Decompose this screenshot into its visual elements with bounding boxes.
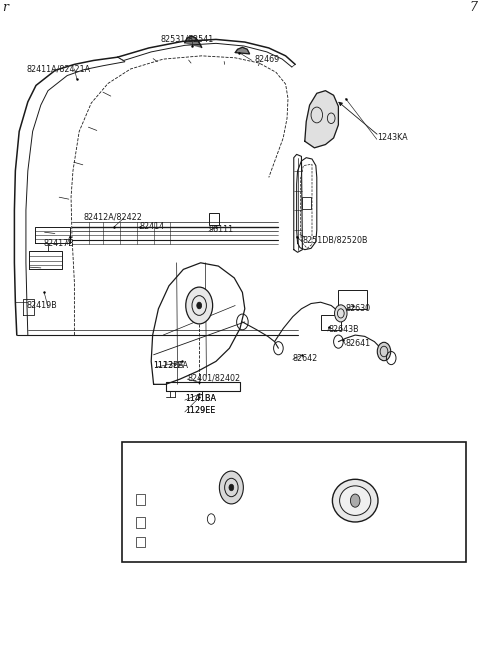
Text: POWER WINDOW: POWER WINDOW <box>139 449 219 458</box>
Bar <box>209 213 219 225</box>
Circle shape <box>229 484 234 491</box>
Text: 82411A/82421A: 82411A/82421A <box>26 64 91 74</box>
Bar <box>302 197 311 209</box>
Text: 1141BA: 1141BA <box>185 394 216 403</box>
Text: 82417B: 82417B <box>43 238 74 248</box>
Text: 8251DB/82520B: 8251DB/82520B <box>302 235 368 244</box>
Circle shape <box>377 342 391 361</box>
Ellipse shape <box>332 480 378 522</box>
Circle shape <box>186 287 213 324</box>
Text: 82403/82404: 82403/82404 <box>288 468 341 478</box>
Text: 98810A/98820A: 98810A/98820A <box>214 537 278 547</box>
Text: 1243KA: 1243KA <box>377 133 408 143</box>
Text: 1141BA: 1141BA <box>185 394 216 403</box>
Bar <box>122 442 466 562</box>
Circle shape <box>219 471 243 504</box>
Bar <box>136 517 145 528</box>
Text: 82531/82541: 82531/82541 <box>161 35 214 44</box>
Text: 82642: 82642 <box>293 353 318 363</box>
Text: 1123EA: 1123EA <box>154 361 184 371</box>
Text: 82412A/82422: 82412A/82422 <box>84 212 143 221</box>
Text: 96111: 96111 <box>209 225 234 235</box>
Text: 1112εEA: 1112εEA <box>154 361 189 371</box>
Text: 82643B: 82643B <box>329 325 360 334</box>
Text: 82641: 82641 <box>346 339 371 348</box>
Bar <box>321 315 341 330</box>
Text: 1129EE: 1129EE <box>185 406 215 415</box>
Circle shape <box>335 305 347 322</box>
Text: 82401/82402: 82401/82402 <box>187 373 240 382</box>
Ellipse shape <box>339 486 371 515</box>
Circle shape <box>350 494 360 507</box>
Text: 82414: 82414 <box>139 222 164 231</box>
Text: 1129EE: 1129EE <box>185 406 215 415</box>
Polygon shape <box>305 91 338 148</box>
Text: 82630: 82630 <box>346 304 371 313</box>
Bar <box>136 494 145 505</box>
Bar <box>136 537 145 547</box>
Bar <box>338 290 367 309</box>
Text: 1231FD: 1231FD <box>206 524 237 533</box>
Polygon shape <box>235 47 250 54</box>
Text: 82419B: 82419B <box>26 301 57 310</box>
Polygon shape <box>185 36 202 47</box>
Circle shape <box>197 302 202 309</box>
Text: r: r <box>2 1 9 14</box>
Text: 7: 7 <box>469 1 478 14</box>
Text: 82469: 82469 <box>254 55 280 64</box>
